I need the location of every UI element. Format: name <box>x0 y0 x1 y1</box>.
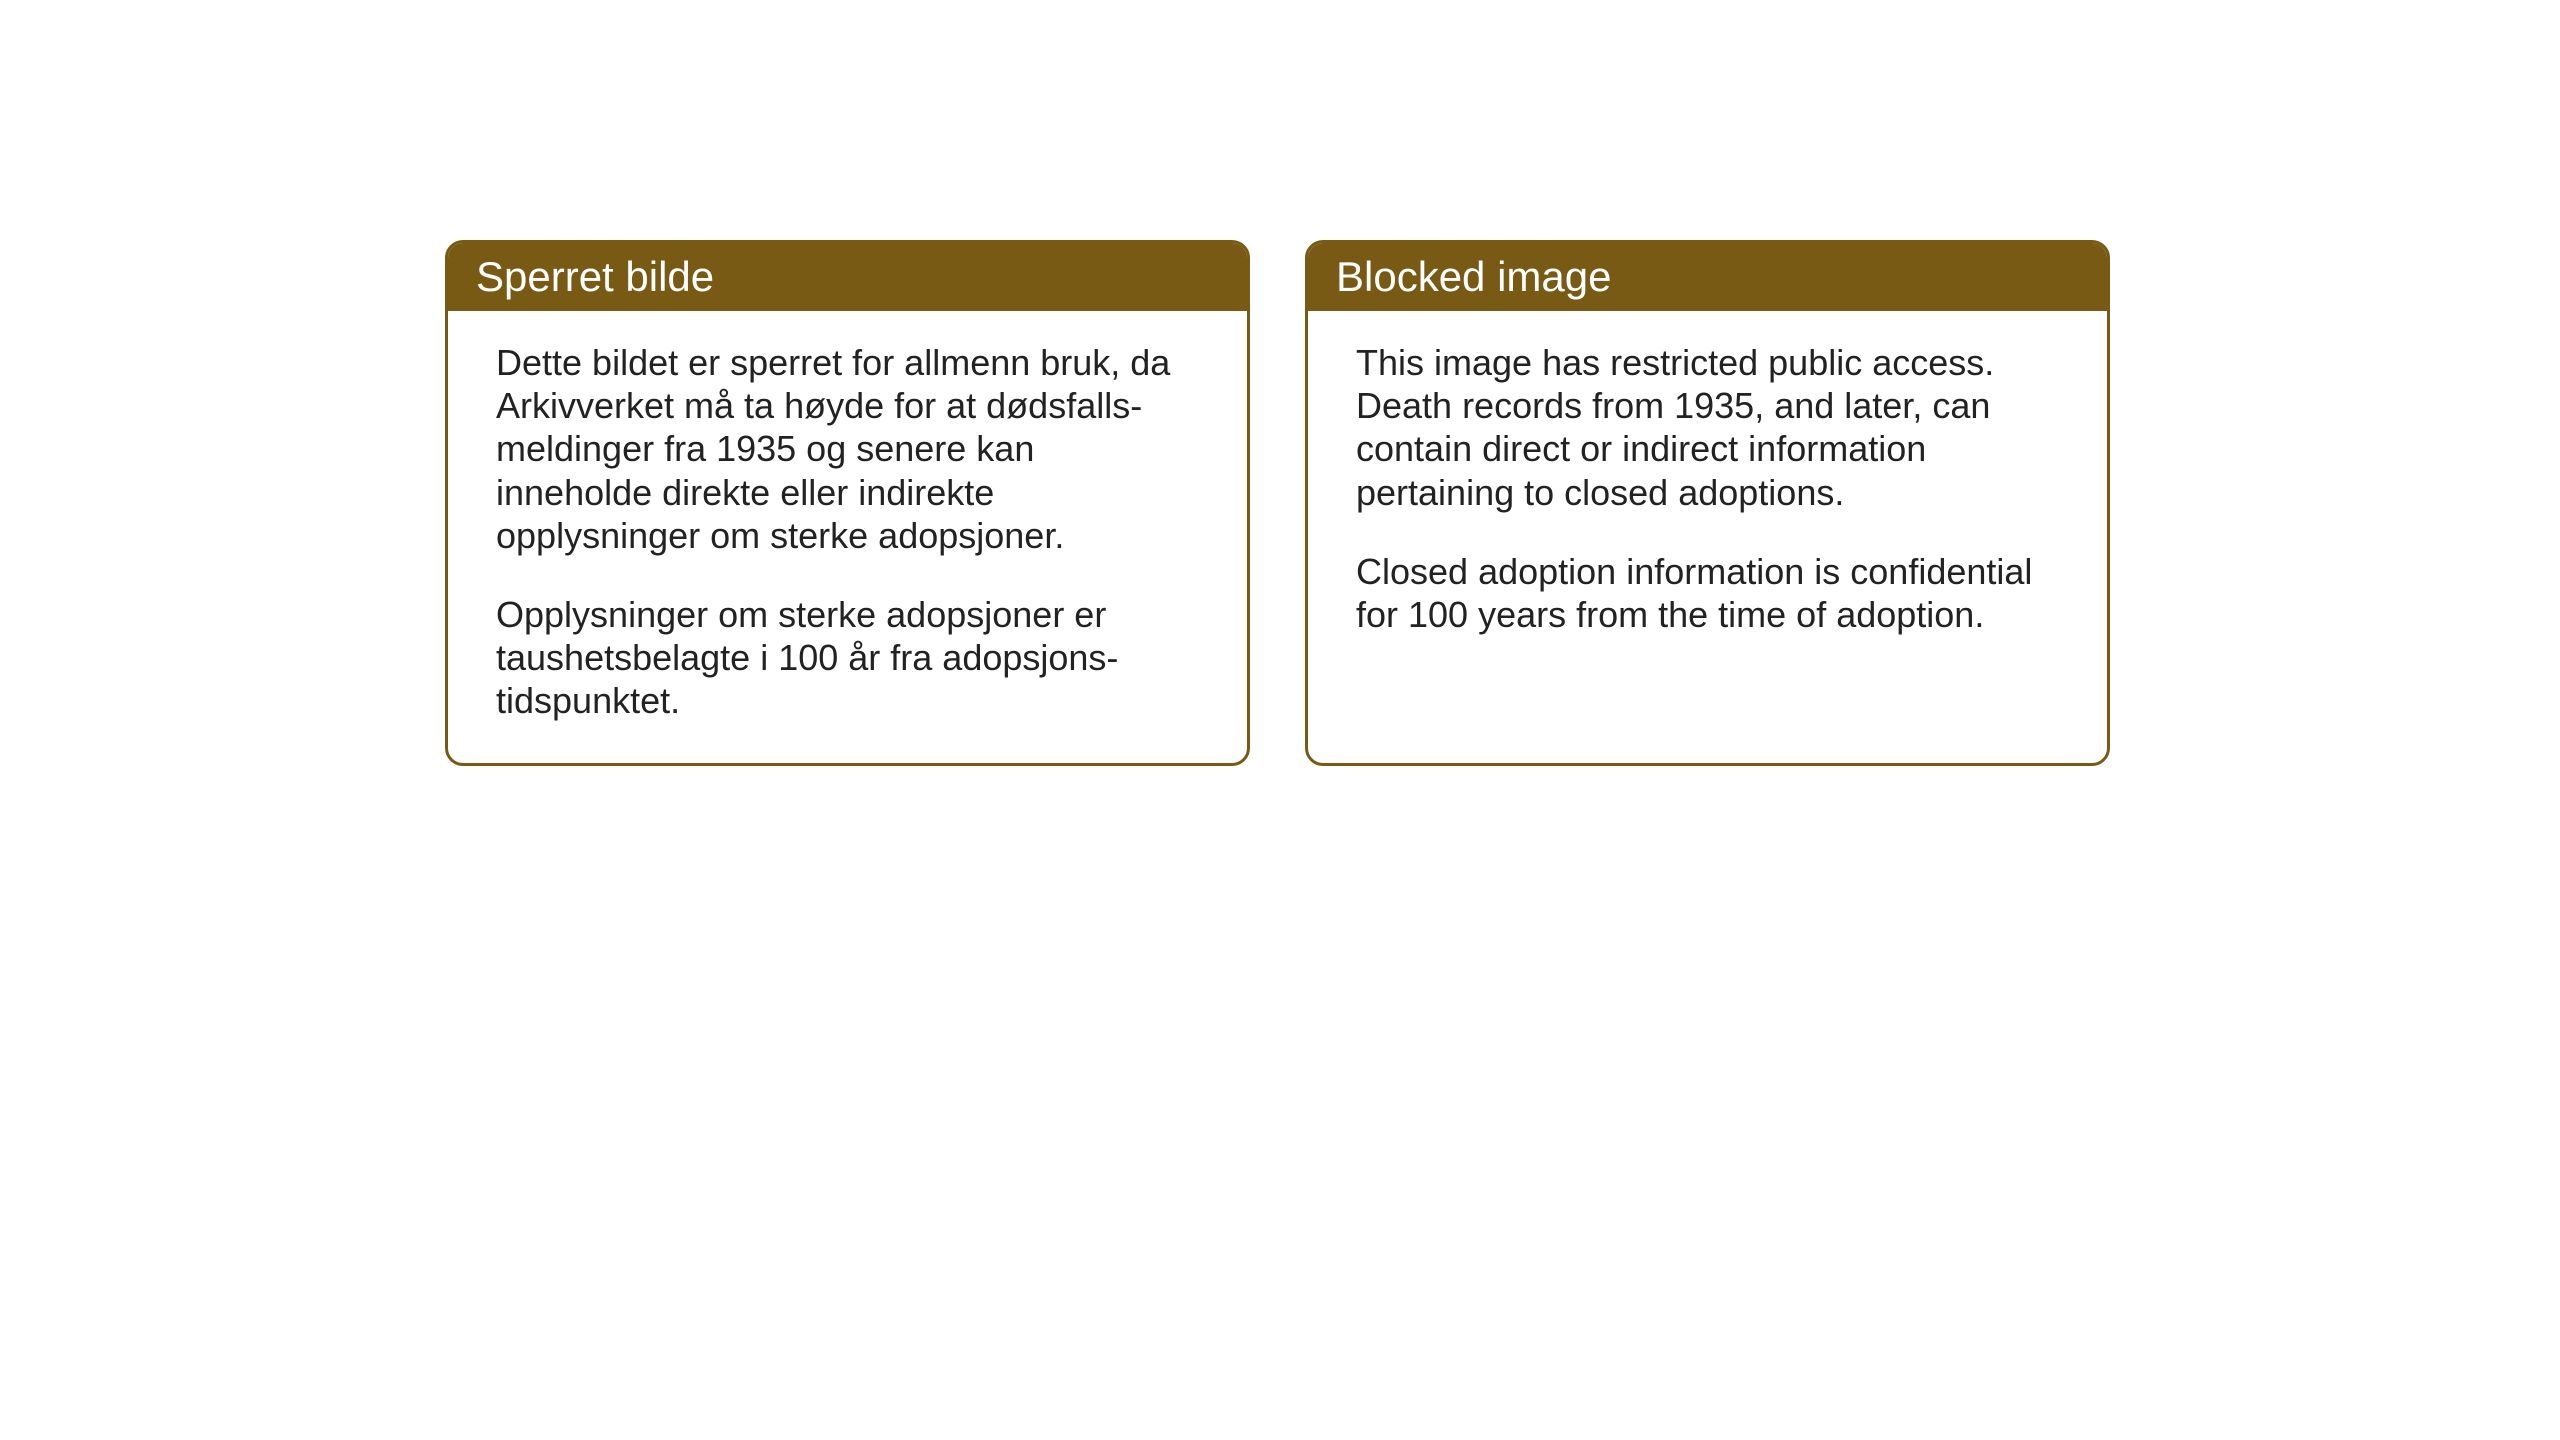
card-paragraph-2-norwegian: Opplysninger om sterke adopsjoner er tau… <box>496 593 1199 723</box>
card-title-norwegian: Sperret bilde <box>476 253 714 300</box>
card-body-norwegian: Dette bildet er sperret for allmenn bruk… <box>448 311 1247 763</box>
notice-container: Sperret bilde Dette bildet er sperret fo… <box>445 240 2110 766</box>
card-body-english: This image has restricted public access.… <box>1308 311 2107 676</box>
card-header-norwegian: Sperret bilde <box>448 243 1247 311</box>
card-paragraph-1-english: This image has restricted public access.… <box>1356 341 2059 514</box>
notice-card-english: Blocked image This image has restricted … <box>1305 240 2110 766</box>
card-paragraph-2-english: Closed adoption information is confident… <box>1356 550 2059 636</box>
notice-card-norwegian: Sperret bilde Dette bildet er sperret fo… <box>445 240 1250 766</box>
card-title-english: Blocked image <box>1336 253 1611 300</box>
card-paragraph-1-norwegian: Dette bildet er sperret for allmenn bruk… <box>496 341 1199 557</box>
card-header-english: Blocked image <box>1308 243 2107 311</box>
